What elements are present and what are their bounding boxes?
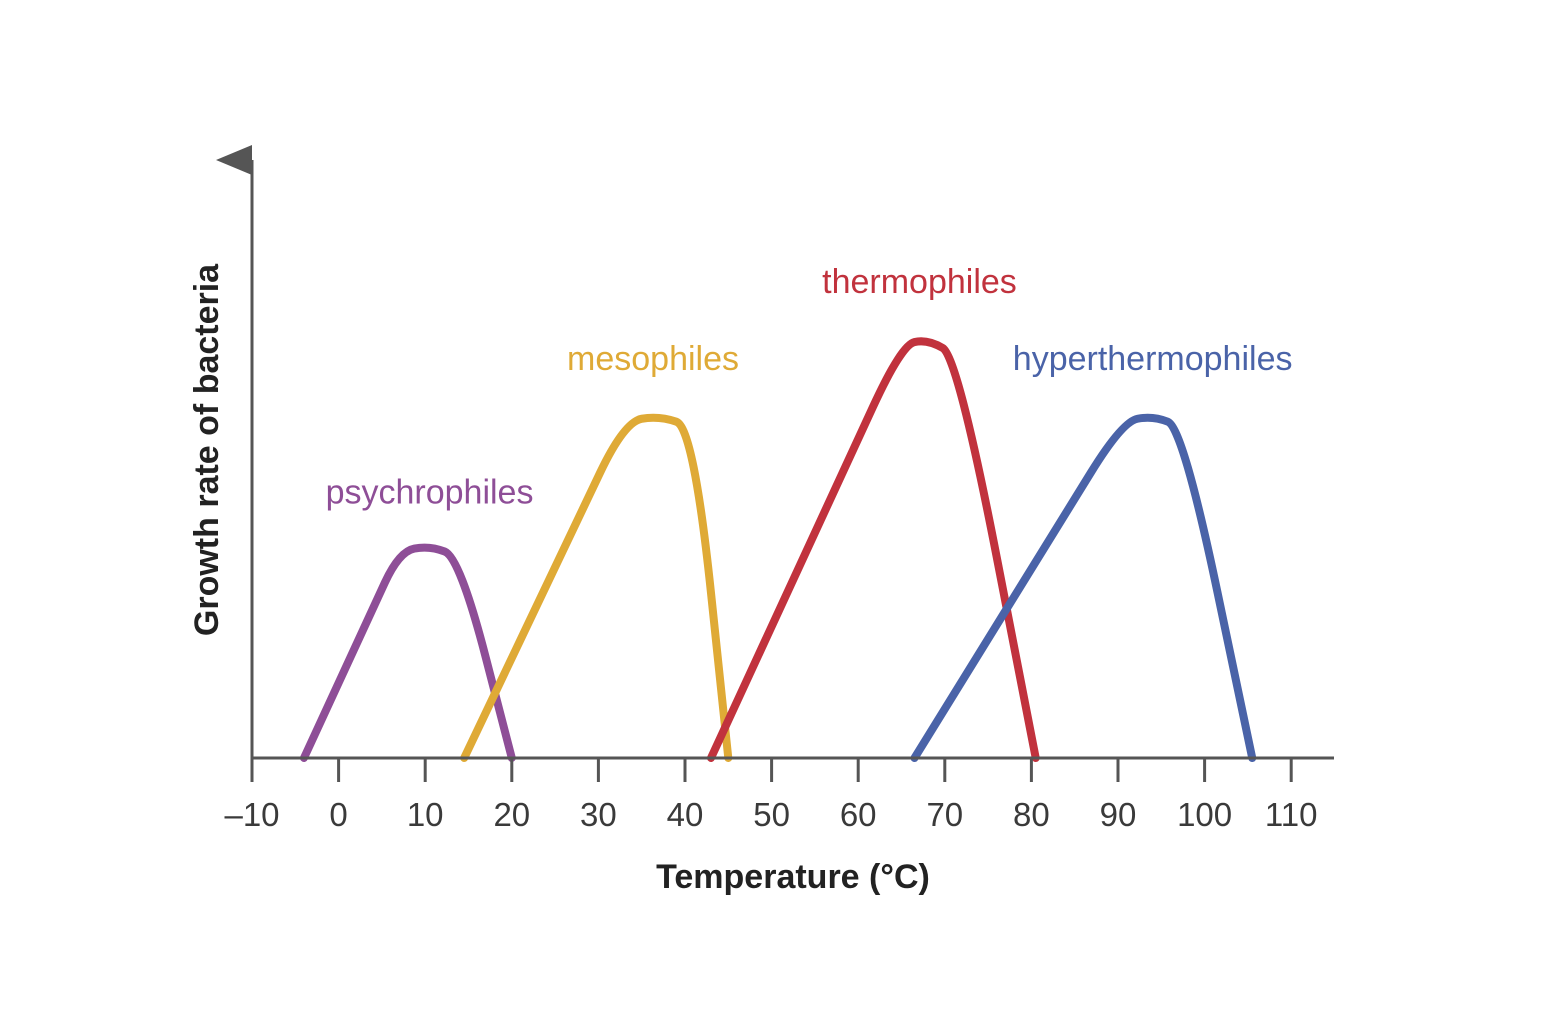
x-tick-label: 70 [926, 796, 963, 833]
x-tick-label: 80 [1013, 796, 1050, 833]
series-label-hyperthermophiles: hyperthermophiles [1013, 340, 1293, 378]
x-tick-label: 20 [493, 796, 530, 833]
curves-layer [299, 337, 1257, 762]
series-label-psychrophiles: psychrophiles [326, 474, 534, 512]
series-label-thermophiles: thermophiles [822, 263, 1017, 301]
x-tick-label: 60 [840, 796, 877, 833]
x-tick-label: 50 [753, 796, 790, 833]
series-line-thermophiles [706, 337, 1040, 762]
x-tick-label: 90 [1100, 796, 1137, 833]
x-tick-label: 110 [1265, 796, 1318, 833]
x-tick-label: 40 [667, 796, 704, 833]
x-tick-label: 100 [1177, 796, 1232, 833]
x-tick-label: 0 [329, 796, 347, 833]
x-tick-label: 30 [580, 796, 617, 833]
x-tick-label: –10 [224, 796, 279, 833]
series-line-hyperthermophiles [910, 413, 1257, 762]
series-line-mesophiles [460, 413, 733, 762]
x-axis-title: Temperature (°C) [656, 858, 930, 896]
x-tick-label: 10 [407, 796, 444, 833]
series-label-mesophiles: mesophiles [567, 340, 739, 378]
series-line-psychrophiles [299, 543, 516, 762]
y-axis-title: Growth rate of bacteria [188, 263, 226, 636]
x-ticks: –10 0 10 20 30 40 50 60 70 80 90 100 110 [224, 758, 1318, 833]
series-labels: psychrophiles mesophiles thermophiles hyper… [326, 263, 1293, 512]
